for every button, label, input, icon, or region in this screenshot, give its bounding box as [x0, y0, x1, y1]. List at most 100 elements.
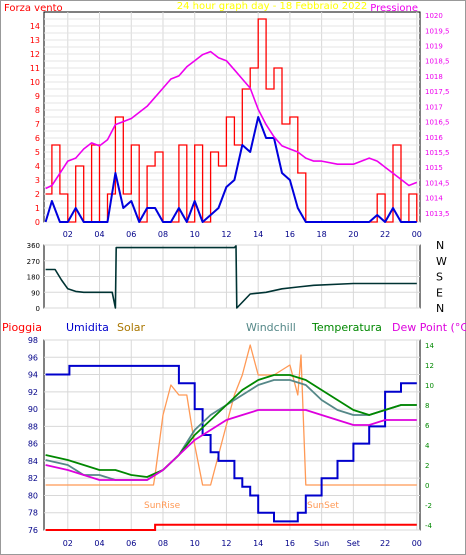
humidity-tick-label: 92	[28, 388, 38, 397]
humidity-tick-label: 96	[28, 353, 38, 362]
x-tick-label: 12	[221, 230, 231, 239]
bottom-x-tick-label: 22	[380, 539, 390, 548]
x-tick-label: 10	[190, 230, 200, 239]
x-tick-label: 22	[380, 230, 390, 239]
dewpoint-line	[45, 409, 417, 481]
pressure-tick-label: 1015	[425, 164, 443, 172]
wind-axis-title: Forza vento	[4, 3, 63, 14]
wind-tick-label: 13	[30, 36, 40, 45]
pressure-tick-label: 1018	[425, 73, 443, 81]
direction-compass-label: N	[436, 302, 444, 315]
direction-tick-label: 270	[27, 258, 40, 266]
wind-tick-label: 3	[35, 176, 40, 185]
pressure-tick-label: 1015,5	[425, 149, 450, 157]
series-lines	[44, 18, 418, 531]
temperature-tick-label: 4	[425, 442, 430, 450]
bottom-x-tick-label: 04	[94, 539, 104, 548]
wind-avg-line	[44, 116, 417, 223]
x-tick-label: 14	[253, 230, 263, 239]
humidity-tick-label: 90	[28, 405, 38, 414]
temperature-tick-label: 12	[425, 362, 434, 370]
bottom-x-tick-label: Sun	[314, 539, 329, 548]
legend-humidity: Umidita	[66, 321, 109, 334]
legend-solar: Solar	[117, 321, 146, 334]
bottom-x-tick-label: 06	[126, 539, 136, 548]
wind-tick-label: 2	[35, 190, 40, 199]
direction-compass-label: N	[436, 239, 444, 252]
solar-line	[45, 344, 417, 486]
x-tick-label: 04	[94, 230, 104, 239]
temperature-tick-label: 0	[425, 482, 429, 490]
humidity-tick-label: 76	[28, 526, 38, 535]
temperature-tick-label: -2	[425, 502, 432, 510]
pressure-tick-label: 1020	[425, 12, 443, 20]
direction-compass-label: E	[436, 286, 443, 299]
x-tick-label: 16	[285, 230, 295, 239]
pressure-line	[45, 50, 418, 190]
temp-plot-area	[43, 339, 421, 531]
bottom-x-tick-label: 16	[285, 539, 295, 548]
bottom-x-tick-label: Set	[347, 539, 360, 548]
pressure-tick-label: 1013,5	[425, 210, 450, 218]
humidity-tick-label: 94	[28, 371, 38, 380]
wind-tick-label: 11	[30, 64, 40, 73]
pressure-tick-label: 1017,5	[425, 88, 450, 96]
x-tick-label: 20	[348, 230, 358, 239]
wind-tick-label: 8	[35, 106, 40, 115]
temperature-tick-label: 8	[425, 402, 429, 410]
legend-rain: Pioggia	[2, 321, 42, 334]
pressure-tick-label: 1014,5	[425, 179, 450, 187]
bottom-x-tick-label: 10	[190, 539, 200, 548]
pressure-tick-label: 1016,5	[425, 119, 450, 127]
humidity-line	[45, 364, 417, 523]
bottom-x-tick-label: 00	[412, 539, 422, 548]
temperature-tick-label: 14	[425, 342, 434, 350]
bottom-x-tick-label: 12	[221, 539, 231, 548]
wind-direction-line	[45, 245, 417, 309]
temperature-tick-label: 2	[425, 462, 429, 470]
direction-compass-label: S	[436, 271, 443, 284]
sunrise-label: SunRise	[144, 501, 181, 511]
humidity-tick-label: 82	[28, 474, 38, 483]
legend-dewpoint: Dew Point (°C)	[392, 321, 466, 334]
temperature-tick-label: 6	[425, 422, 430, 430]
humidity-tick-label: 86	[28, 440, 38, 449]
x-tick-label: 00	[412, 230, 422, 239]
wind-tick-label: 4	[35, 162, 40, 171]
direction-tick-label: 180	[27, 274, 40, 282]
wind-tick-label: 1	[35, 204, 40, 213]
pressure-tick-label: 1014	[425, 195, 443, 203]
temperature-line	[45, 374, 417, 478]
direction-compass-label: W	[436, 255, 447, 268]
sunset-label: SunSet	[307, 501, 339, 511]
direction-tick-label: 90	[31, 289, 40, 297]
wind-tick-label: 7	[35, 120, 40, 129]
x-tick-label: 18	[317, 230, 327, 239]
pressure-tick-label: 1019,5	[425, 27, 450, 35]
wind-tick-label: 14	[30, 22, 40, 31]
humidity-tick-label: 88	[28, 422, 38, 431]
wind-tick-label: 9	[35, 92, 40, 101]
wind-tick-label: 6	[35, 134, 40, 143]
humidity-tick-label: 80	[28, 491, 38, 500]
wind-tick-label: 0	[35, 218, 40, 227]
x-tick-label: 06	[126, 230, 136, 239]
bottom-x-tick-label: 02	[63, 539, 73, 548]
pressure-axis-title: Pressione	[370, 3, 418, 14]
pressure-tick-label: 1019	[425, 42, 443, 50]
chart-title: 24 hour graph day - 18 Febbraio 2022	[177, 1, 368, 12]
x-tick-label: 08	[158, 230, 168, 239]
pressure-tick-label: 1016	[425, 134, 443, 142]
wind-tick-label: 5	[35, 148, 40, 157]
temperature-tick-label: 10	[425, 382, 434, 390]
humidity-tick-label: 98	[28, 336, 38, 345]
bottom-x-tick-label: 08	[158, 539, 168, 548]
rain-line	[45, 523, 417, 531]
humidity-tick-label: 84	[28, 457, 38, 466]
bottom-x-tick-label: 14	[253, 539, 263, 548]
direction-tick-label: 0	[36, 305, 40, 313]
x-tick-label: 02	[63, 230, 73, 239]
pressure-tick-label: 1018,5	[425, 58, 450, 66]
